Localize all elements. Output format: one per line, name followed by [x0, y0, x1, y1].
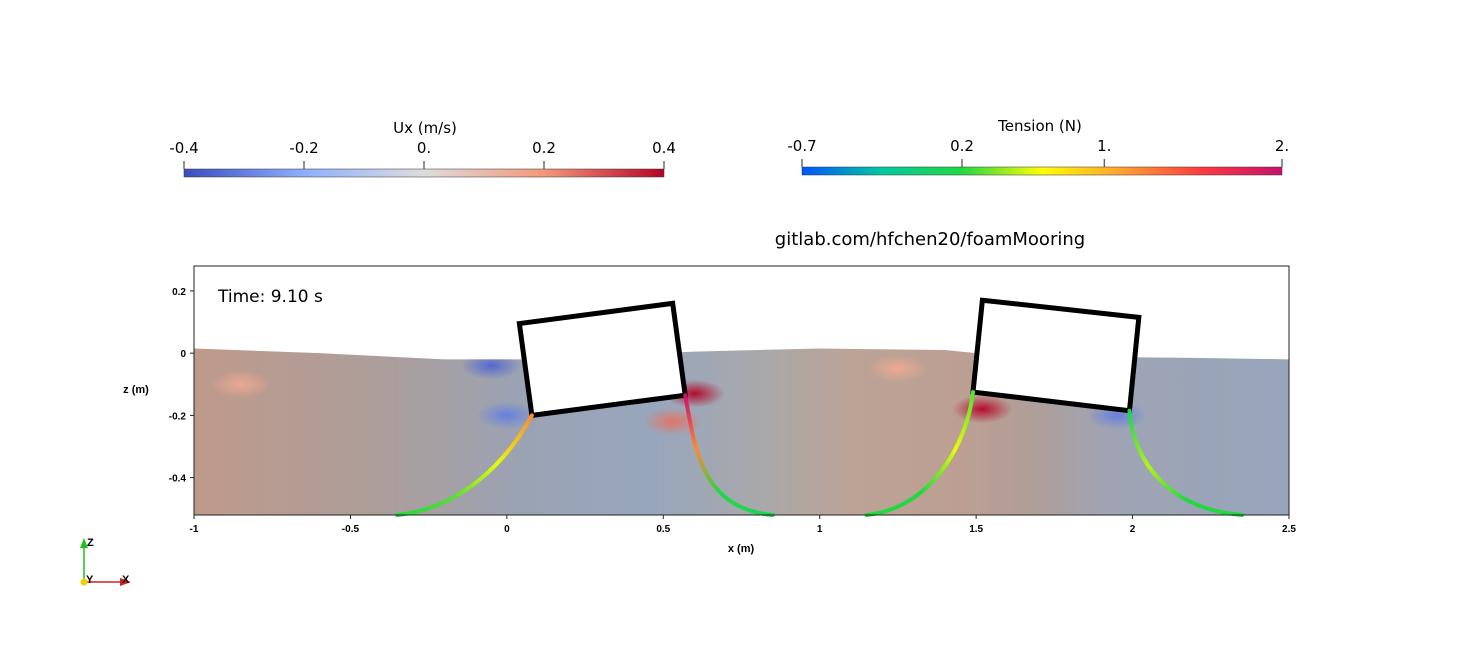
colorbar-ux-gradient [183, 168, 665, 178]
colorbar-ux: Ux (m/s) -0.4 -0.2 0. 0.2 0.4 [169, 119, 676, 178]
colorbar-tension: Tension (N) -0.7 0.2 1. 2. [787, 117, 1289, 176]
colorbar-tension-tick-label: -0.7 [787, 137, 816, 155]
colorbar-ux-title: Ux (m/s) [393, 119, 457, 137]
y-tick-label: 0 [180, 349, 186, 360]
z-arrow-head [80, 538, 88, 548]
x-tick-label: -0.5 [342, 524, 360, 535]
x-tick-label: 2 [1130, 524, 1136, 535]
orientation-triad: Z Y X [80, 537, 131, 586]
colorbar-ux-tick-label: 0.4 [652, 139, 676, 157]
triad-y-label: Y [86, 574, 94, 586]
mooring-line-3 [864, 390, 976, 517]
time-label: Time: 9.10 s [217, 287, 323, 307]
floating-body-1 [516, 300, 689, 419]
colorbar-ux-tick-label: -0.2 [289, 139, 318, 157]
plot-area: Time: 9.10 s -1 -0.5 0 0.5 1 1.5 2 2.5 0.2 0 -0.2… [123, 265, 1296, 555]
velocity-hotspot [210, 370, 271, 399]
y-tick-label: -0.4 [169, 474, 187, 485]
x-tick-label: 1 [817, 524, 823, 535]
colorbar-tension-tick-label: 1. [1097, 137, 1111, 155]
mooring-line-4 [1127, 408, 1245, 517]
colorbar-tension-tick-label: 2. [1275, 137, 1289, 155]
colorbar-tension-title: Tension (N) [997, 117, 1082, 135]
floating-body-2 [970, 297, 1142, 414]
x-tick-label: 2.5 [1282, 524, 1296, 535]
colorbar-ux-tick-label: 0.2 [532, 139, 556, 157]
colorbar-ux-tick-label: 0. [417, 139, 431, 157]
x-tick-label: 0 [504, 524, 510, 535]
y-tick-label: 0.2 [172, 287, 186, 298]
x-tick-label: -1 [190, 524, 199, 535]
x-tick-label: 0.5 [656, 524, 670, 535]
mooring-line-1 [395, 413, 534, 517]
triad-x-label: X [122, 574, 130, 586]
velocity-hotspot [476, 401, 537, 430]
colorbar-tension-tick-label: 0.2 [950, 137, 974, 155]
credit-url: gitlab.com/hfchen20/foamMooring [775, 229, 1085, 250]
triad-z-label: Z [87, 537, 94, 549]
x-arrow-head [120, 578, 131, 586]
plot-frame [193, 265, 1290, 516]
x-axis-label: x (m) [728, 543, 755, 555]
velocity-hotspot [867, 354, 928, 383]
y-axis-label: z (m) [123, 384, 149, 396]
colorbar-tension-gradient [801, 166, 1283, 176]
x-tick-label: 1.5 [969, 524, 983, 535]
mooring-line-2 [683, 393, 775, 517]
velocity-hotspot [461, 351, 522, 380]
y-axis-dot [80, 578, 88, 586]
colorbar-ux-tick-label: -0.4 [169, 139, 198, 157]
velocity-hotspot [952, 395, 1013, 424]
y-tick-label: -0.2 [169, 411, 187, 422]
